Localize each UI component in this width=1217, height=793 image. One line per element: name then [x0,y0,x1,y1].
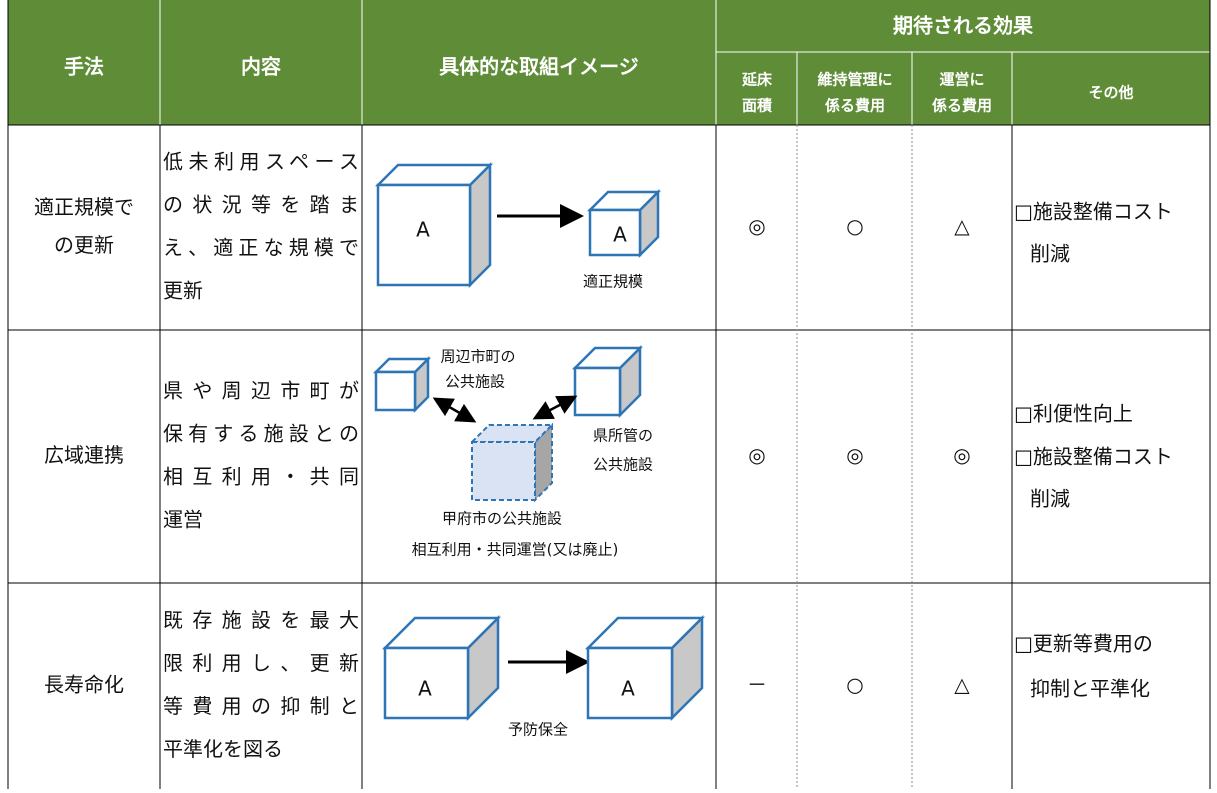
diagram-label: 県所管の [593,427,653,445]
diagram-1 [374,161,662,289]
effect-mark: ○ [846,214,863,238]
header-text: 具体的な取組イメージ [439,55,639,79]
cell-text: 県や周辺市町が [163,379,359,403]
diagram-label: 公共施設 [593,456,653,474]
effect-mark: △ [954,214,970,238]
effect-mark: ◎ [748,214,765,238]
diagram-label: 適正規模 [583,273,643,291]
cell-text: □更新等費用の [1014,632,1153,656]
diagram-label: A [416,218,430,242]
header-text: 維持管理に [817,71,892,89]
effect-mark: △ [954,673,970,697]
cell-text: 長寿命化 [44,673,124,697]
cell-text: 保有する施設との [163,422,359,446]
diagram-label: 周辺市町の [440,348,515,366]
diagram-label: A [621,677,635,701]
cell-text: 低未利用スペース [163,150,359,174]
cell-text: え、適正な規模で [163,236,359,260]
header-text: 係る費用 [825,97,885,115]
cell-text: 削減 [1030,242,1070,266]
cell-text: の更新 [54,233,114,257]
cell-text: 平準化を図る [163,737,283,761]
header-text: 手法 [64,55,104,79]
cell-text: □施設整備コスト [1014,445,1173,469]
cell-text: 相互利用・共同 [163,465,359,489]
effect-mark: ◎ [846,443,863,467]
header-text: 面積 [742,97,773,115]
header-text: その他 [1088,84,1133,102]
cell-text: □施設整備コスト [1014,200,1173,224]
cell-text: 等費用の抑制と [163,694,359,718]
cell-text: 既存施設を最大 [163,608,359,632]
diagram-label: 甲府市の公共施設 [442,510,562,528]
diagram-2 [372,344,644,503]
header-lines [159,0,1210,125]
header-bg [8,0,1210,125]
header-text: 係る費用 [932,97,992,115]
header-text: 運営に [939,71,984,89]
effect-mark: ○ [846,673,863,697]
cell-text: 削減 [1030,487,1070,511]
effect-mark: － [747,673,767,697]
cell-text: 適正規模で [34,195,134,219]
cell-text: 運営 [163,508,203,532]
effect-mark: ◎ [748,443,765,467]
diagram-label: A [613,223,627,247]
diagram-label: A [418,677,432,701]
diagram-label: 公共施設 [445,373,505,391]
header-text: 延床 [741,71,773,89]
header-text: 内容 [241,55,281,79]
diagram-label: 予防保全 [508,721,568,739]
effect-mark: ◎ [953,443,970,467]
cell-text: 更新 [163,279,203,303]
cell-text: 限利用し、更新 [163,651,359,675]
cell-text: 抑制と平準化 [1030,677,1150,701]
grid [7,0,1211,789]
cell-text: の状況等を踏ま [163,193,359,217]
diagram-label: 相互利用・共同運営(又は廃止) [412,541,619,559]
cell-text: □利便性向上 [1014,402,1133,426]
header-text: 期待される効果 [893,14,1033,38]
diagram-3 [381,614,706,722]
dotted-lines [796,125,913,789]
cell-text: 広域連携 [44,443,124,467]
